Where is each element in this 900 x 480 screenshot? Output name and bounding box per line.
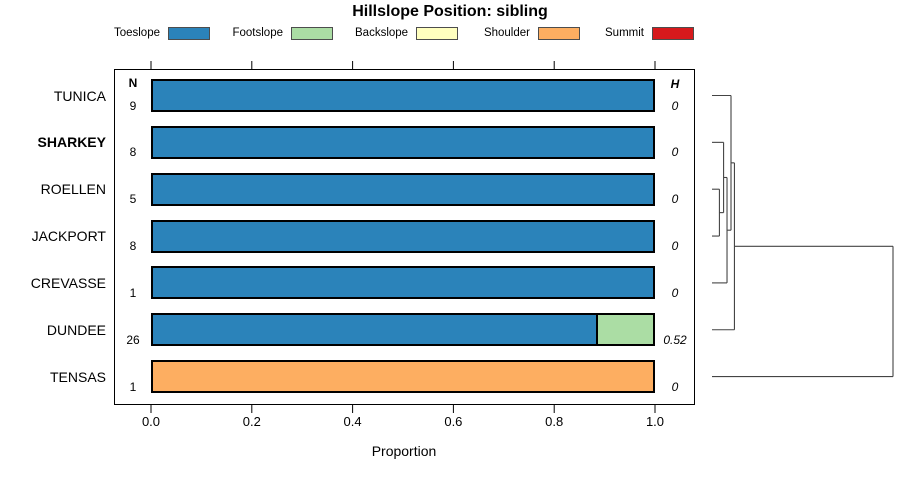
- legend-swatch-summit: [652, 27, 694, 40]
- bar-crevasse: [151, 266, 655, 300]
- category-label-roellen: ROELLEN: [40, 181, 106, 198]
- n-value-jackport: 8: [129, 239, 137, 254]
- legend-label: Footslope: [232, 27, 283, 39]
- h-column-header: H: [670, 77, 680, 91]
- category-label-tunica: TUNICA: [53, 87, 106, 104]
- legend-label: Shoulder: [483, 27, 530, 39]
- n-value-tensas: 1: [129, 379, 137, 394]
- legend-swatch-footslope: [291, 27, 333, 40]
- bar-segment-footslope: [595, 315, 653, 345]
- n-column-header: N: [128, 76, 138, 90]
- legend-label: Summit: [605, 27, 644, 39]
- bar-jackport: [151, 219, 655, 253]
- h-value-tunica: 0: [671, 98, 679, 113]
- bar-sharkey: [151, 125, 655, 159]
- bar-segment-toeslope: [153, 268, 653, 298]
- chart-title: Hillslope Position: sibling: [352, 3, 548, 20]
- bar-segment-shoulder: [153, 362, 653, 392]
- x-tick-label-0.0: 0.0: [141, 414, 161, 429]
- h-value-sharkey: 0: [671, 145, 679, 160]
- x-tick-label-0.2: 0.2: [242, 414, 261, 429]
- category-label-dundee: DUNDEE: [46, 321, 106, 338]
- h-value-tensas: 0: [671, 379, 679, 394]
- x-tick-label-0.8: 0.8: [545, 414, 564, 429]
- legend-swatch-shoulder: [538, 27, 580, 40]
- bar-segment-toeslope: [153, 221, 653, 251]
- n-value-dundee: 26: [126, 332, 140, 347]
- x-axis-title: Proportion: [371, 443, 437, 459]
- bar-roellen: [151, 172, 655, 206]
- x-tick-label-1.0: 1.0: [645, 414, 665, 429]
- bar-segment-toeslope: [153, 315, 596, 345]
- category-label-jackport: JACKPORT: [31, 228, 106, 245]
- h-value-dundee: 0.52: [663, 332, 687, 347]
- n-value-tunica: 9: [129, 98, 137, 113]
- n-value-sharkey: 8: [129, 145, 137, 160]
- bar-tensas: [151, 360, 655, 394]
- x-tick-label-0.4: 0.4: [343, 414, 362, 429]
- bar-segment-toeslope: [153, 81, 653, 110]
- bar-segment-toeslope: [153, 174, 653, 204]
- x-tick-label-0.6: 0.6: [444, 414, 463, 429]
- h-value-jackport: 0: [671, 239, 679, 254]
- legend-swatch-backslope: [416, 27, 458, 40]
- bar-segment-toeslope: [153, 127, 653, 157]
- bar-tunica: [151, 79, 655, 112]
- legend-label: Toeslope: [113, 27, 160, 39]
- legend-label: Backslope: [355, 27, 409, 39]
- n-value-crevasse: 1: [129, 285, 137, 300]
- legend-swatch-toeslope: [168, 27, 210, 40]
- h-value-crevasse: 0: [671, 285, 679, 300]
- category-label-crevasse: CREVASSE: [30, 274, 106, 291]
- h-value-roellen: 0: [671, 192, 679, 207]
- bar-dundee: [151, 313, 655, 347]
- category-label-tensas: TENSAS: [49, 368, 106, 385]
- n-value-roellen: 5: [129, 192, 137, 207]
- category-label-sharkey: SHARKEY: [37, 134, 106, 151]
